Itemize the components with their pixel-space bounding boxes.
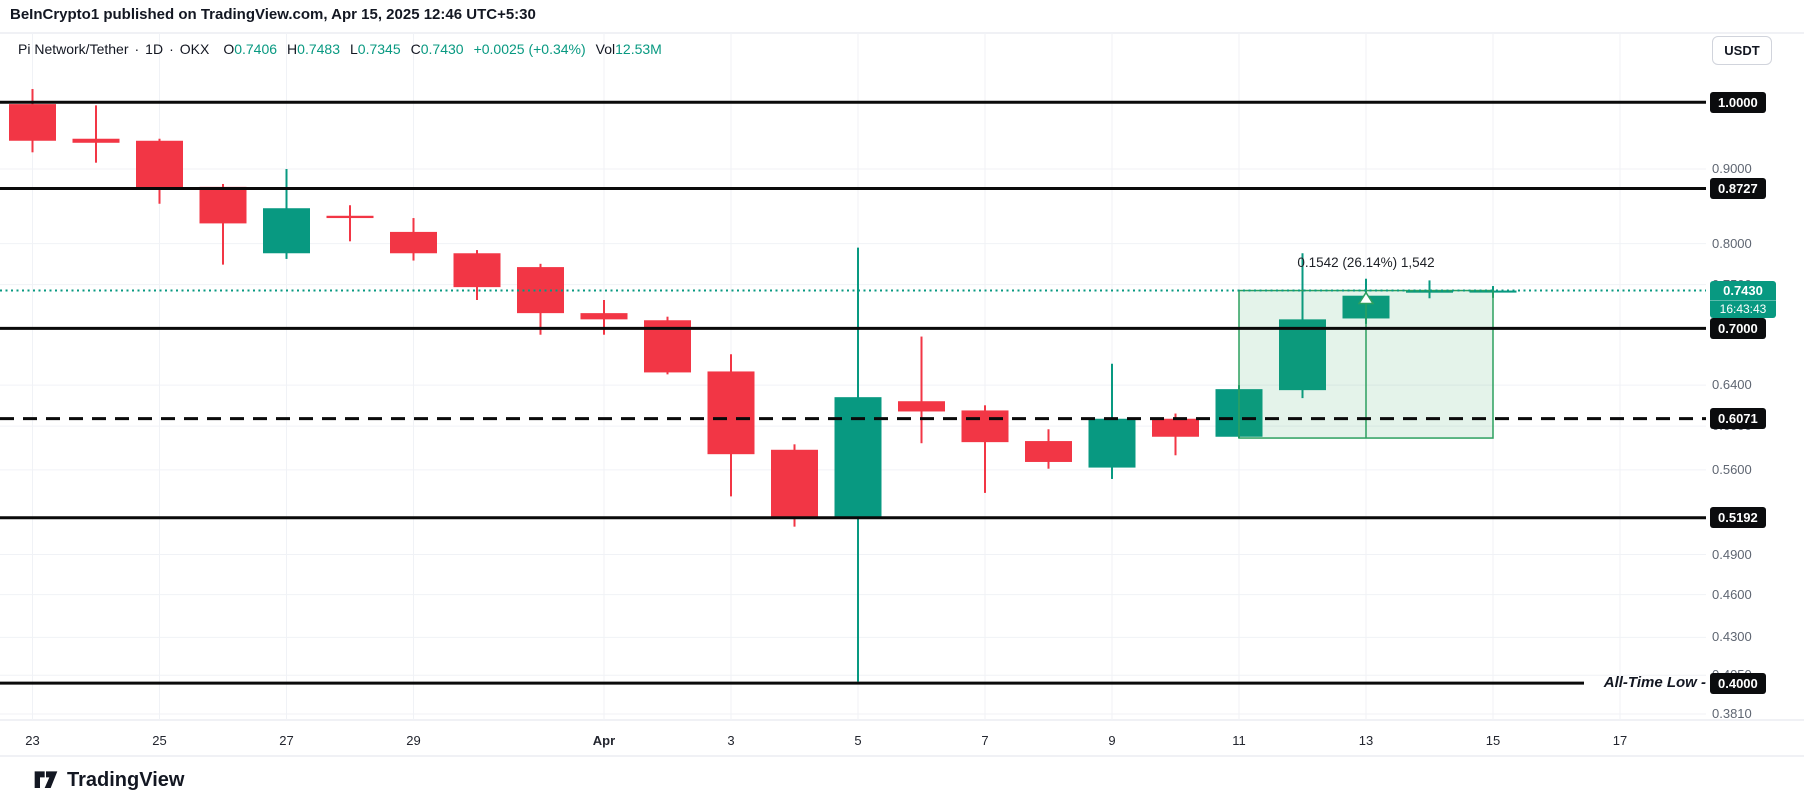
current-price-value: 0.7430 (1723, 283, 1763, 298)
time-tick-label: 13 (1358, 733, 1374, 748)
price-tick-label: 0.3810 (1712, 706, 1752, 722)
price-tick-label: 0.4600 (1712, 586, 1752, 602)
candle[interactable] (136, 138, 183, 204)
price-level-label: 0.8727 (1710, 178, 1766, 200)
price-tick-label: 0.5600 (1712, 461, 1752, 477)
time-tick-label: Apr (592, 733, 616, 748)
legend-separator: · (134, 41, 140, 57)
time-tick-label: 15 (1485, 733, 1501, 748)
high-value: 0.7483 (297, 41, 340, 57)
price-level-label: 0.6071 (1710, 408, 1766, 430)
footer-bar: TradingView (0, 757, 1804, 803)
price-tick-label: 0.4300 (1712, 629, 1752, 645)
price-level-label: 0.7000 (1710, 317, 1766, 339)
candle[interactable] (1025, 429, 1072, 469)
volume-label: Vol (595, 41, 616, 57)
candle[interactable] (72, 105, 120, 163)
candle[interactable] (9, 89, 56, 153)
candle[interactable] (961, 405, 1009, 493)
candle[interactable] (771, 444, 818, 527)
measure-arrow-up-icon (1357, 291, 1375, 305)
time-tick-label: 25 (152, 733, 167, 748)
close-value: 0.7430 (420, 41, 464, 57)
tradingview-brand[interactable]: TradingView (67, 768, 185, 791)
symbol-legend: Pi Network/Tether · 1D · OKX O0.7406 H0.7483 L0… (18, 41, 662, 57)
candle[interactable] (453, 250, 501, 301)
time-tick-label: 11 (1232, 733, 1246, 748)
open-label: O (223, 41, 235, 57)
open-value: 0.7406 (234, 41, 278, 57)
price-tick-label: 0.6400 (1712, 377, 1752, 393)
candle[interactable] (1406, 280, 1453, 299)
volume-value: 12.53M (615, 41, 662, 57)
time-tick-label: 23 (25, 733, 40, 748)
candle[interactable] (1088, 363, 1136, 479)
close-label: C (410, 41, 421, 57)
high-label: H (287, 41, 298, 57)
time-tick-label: 27 (279, 733, 294, 748)
candle[interactable] (199, 183, 247, 265)
symbol-name[interactable]: Pi Network/Tether (18, 41, 129, 57)
current-price-label: 0.7430 16:43:43 (1710, 281, 1776, 318)
time-tick-label: 17 (1612, 733, 1628, 748)
price-level-label: 0.5192 (1710, 507, 1766, 529)
price-tick-label: 0.4900 (1712, 546, 1752, 562)
bar-countdown: 16:43:43 (1710, 300, 1776, 318)
low-label: L (349, 41, 358, 57)
candles-group (9, 89, 1517, 682)
time-tick-label: 29 (406, 733, 421, 748)
candle[interactable] (390, 218, 437, 261)
time-tick-label: 3 (727, 733, 735, 748)
tradingview-logo-icon[interactable] (34, 769, 58, 791)
candle[interactable] (1152, 413, 1199, 456)
all-time-low-label: All-Time Low - (1603, 674, 1706, 691)
candle[interactable] (898, 336, 945, 444)
interval-value[interactable]: 1D (145, 41, 164, 57)
time-tick-label: 5 (854, 733, 862, 748)
currency-unit-button[interactable]: USDT (1712, 36, 1772, 65)
legend-separator: · (169, 41, 174, 57)
price-range-tool[interactable] (1238, 289, 1494, 439)
measure-tool-label[interactable]: 0.1542 (26.14%) 1,542 (1297, 255, 1435, 270)
exchange-name: OKX (179, 41, 210, 57)
published-title: BeInCrypto1 published on TradingView.com… (10, 6, 536, 23)
time-tick-label: 9 (1108, 733, 1116, 748)
candle[interactable] (326, 205, 374, 242)
candle[interactable] (1279, 253, 1326, 399)
candle[interactable] (263, 169, 310, 259)
time-tick-label: 7 (981, 733, 989, 748)
price-level-label: 1.0000 (1710, 91, 1766, 113)
price-tick-label: 0.9000 (1712, 161, 1752, 176)
price-tick-label: 0.8000 (1712, 235, 1752, 251)
candle[interactable] (707, 354, 755, 497)
change-value: +0.0025 (+0.34%) (473, 41, 586, 57)
low-value: 0.7345 (357, 41, 401, 57)
price-level-label: 0.4000 (1710, 672, 1766, 694)
